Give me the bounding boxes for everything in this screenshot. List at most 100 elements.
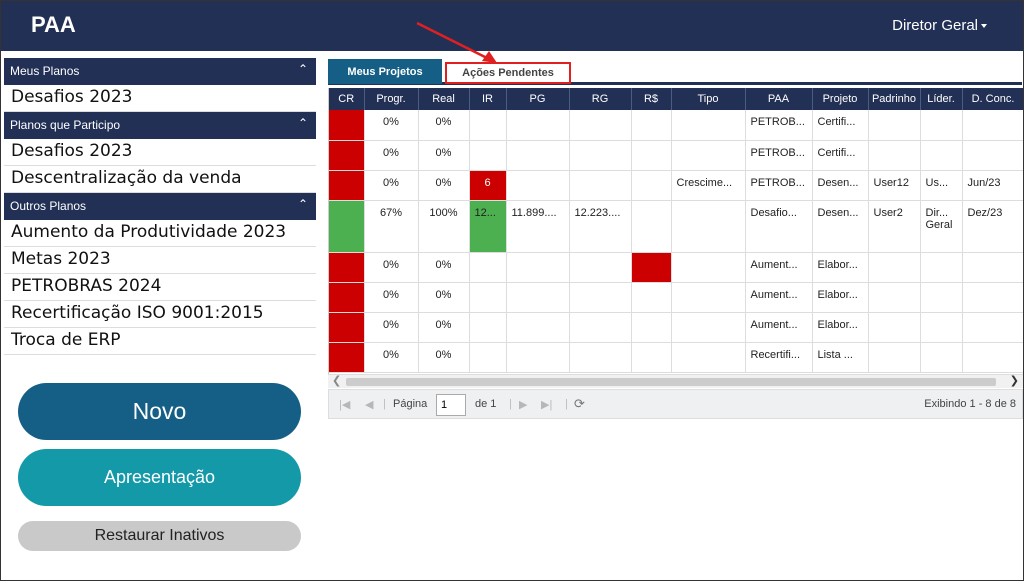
cr-status-cell xyxy=(329,312,365,343)
app-title: PAA xyxy=(31,12,76,37)
scroll-right-icon[interactable]: ❯ xyxy=(1009,374,1019,387)
collapse-icon[interactable]: ⌃ xyxy=(297,116,308,130)
restaurar-inativos-button[interactable]: Restaurar Inativos xyxy=(18,521,301,551)
cr-status-cell xyxy=(329,200,365,253)
cell-padrinho: User2 xyxy=(868,200,921,253)
column-header[interactable]: PG xyxy=(506,88,570,110)
cell-pg xyxy=(506,312,570,343)
cell-lider xyxy=(920,312,963,343)
page-input[interactable] xyxy=(436,394,466,416)
next-page-icon[interactable]: ▶ xyxy=(519,399,528,411)
sidebar-section-header[interactable]: Outros Planos ⌃ xyxy=(4,193,316,220)
cell-dconc xyxy=(962,312,1023,343)
tab-meus-projetos[interactable]: Meus Projetos xyxy=(328,59,442,84)
cell-real: 0% xyxy=(418,140,470,171)
last-page-icon[interactable]: ▶| xyxy=(541,399,553,411)
column-header[interactable]: Líder. xyxy=(920,88,963,110)
cell-tipo xyxy=(671,312,746,343)
cell-pg xyxy=(506,170,570,201)
collapse-icon[interactable]: ⌃ xyxy=(297,62,308,76)
rs-status-cell xyxy=(631,200,672,253)
cell-rg xyxy=(569,282,632,313)
cell-padrinho xyxy=(868,312,921,343)
cell-pg xyxy=(506,252,570,283)
sidebar: Meus Planos ⌃ Desafios 2023 Planos que Part… xyxy=(4,58,316,355)
table-row[interactable]: 67% 100% 12... 11.899.... 12.223.... Desafio.… xyxy=(329,200,1023,253)
cell-tipo xyxy=(671,342,746,373)
pager: |◀ ◀ | Página de 1 | ▶ ▶| | ⟳ Exibindo 1… xyxy=(328,389,1023,419)
sidebar-plan-item[interactable]: Metas 2023 xyxy=(4,247,316,274)
column-header[interactable]: R$ xyxy=(631,88,672,110)
column-header[interactable]: Tipo xyxy=(671,88,746,110)
column-header[interactable]: Padrinho xyxy=(868,88,921,110)
cell-tipo xyxy=(671,252,746,283)
table-row[interactable]: 0% 0% 6 Crescime... PETROB... Desen... User12 U… xyxy=(329,170,1023,201)
cr-status-cell xyxy=(329,282,365,313)
table-row[interactable]: 0% 0% Aument... Elabor... xyxy=(329,252,1023,283)
novo-button[interactable]: Novo xyxy=(18,383,301,440)
cell-padrinho xyxy=(868,110,921,141)
apresentacao-button[interactable]: Apresentação xyxy=(18,449,301,506)
cell-paa: PETROB... xyxy=(745,140,813,171)
grid-header-row: CR Progr. Real IR PG RG R$ Tipo PAA Projeto Padrin… xyxy=(329,88,1023,110)
user-menu[interactable]: Diretor Geral xyxy=(892,17,987,34)
top-bar: PAA Diretor Geral xyxy=(1,1,1023,51)
sidebar-section-title: Planos que Participo xyxy=(10,118,121,132)
scroll-left-icon[interactable]: ❮ xyxy=(332,374,342,387)
collapse-icon[interactable]: ⌃ xyxy=(297,197,308,211)
sidebar-plan-item[interactable]: Troca de ERP xyxy=(4,328,316,355)
first-page-icon[interactable]: |◀ xyxy=(339,399,351,411)
column-header[interactable]: Projeto xyxy=(812,88,869,110)
cell-padrinho xyxy=(868,140,921,171)
column-header[interactable]: RG xyxy=(569,88,632,110)
sidebar-plan-item[interactable]: PETROBRAS 2024 xyxy=(4,274,316,301)
cell-tipo: Crescime... xyxy=(671,170,746,201)
sidebar-plan-item[interactable]: Recertificação ISO 9001:2015 xyxy=(4,301,316,328)
column-header[interactable]: IR xyxy=(469,88,507,110)
sidebar-section-header[interactable]: Planos que Participo ⌃ xyxy=(4,112,316,139)
cell-rg xyxy=(569,252,632,283)
sidebar-section-header[interactable]: Meus Planos ⌃ xyxy=(4,58,316,85)
column-header[interactable]: Real xyxy=(418,88,470,110)
table-row[interactable]: 0% 0% PETROB... Certifi... xyxy=(329,140,1023,171)
sidebar-plan-item[interactable]: Descentralização da venda xyxy=(4,166,316,193)
cell-dconc xyxy=(962,252,1023,283)
cell-ir: 12... xyxy=(469,200,507,253)
cell-tipo xyxy=(671,200,746,253)
cell-real: 0% xyxy=(418,342,470,373)
sidebar-plan-item[interactable]: Desafios 2023 xyxy=(4,85,316,112)
cell-tipo xyxy=(671,282,746,313)
caret-down-icon xyxy=(981,24,987,29)
sidebar-plan-item[interactable]: Desafios 2023 xyxy=(4,139,316,166)
cell-paa: Aument... xyxy=(745,312,813,343)
horizontal-scrollbar[interactable]: ❮ ❯ xyxy=(328,374,1023,388)
cell-paa: PETROB... xyxy=(745,110,813,141)
tab-acoes-pendentes[interactable]: Ações Pendentes xyxy=(445,62,571,84)
cell-lider: Us... xyxy=(920,170,963,201)
cell-tipo xyxy=(671,140,746,171)
cr-status-cell xyxy=(329,170,365,201)
cell-dconc xyxy=(962,110,1023,141)
cell-progr: 0% xyxy=(364,252,419,283)
cell-paa: PETROB... xyxy=(745,170,813,201)
column-header[interactable]: PAA xyxy=(745,88,813,110)
cr-status-cell xyxy=(329,342,365,373)
cell-padrinho xyxy=(868,342,921,373)
table-row[interactable]: 0% 0% PETROB... Certifi... xyxy=(329,110,1023,141)
cell-rg xyxy=(569,110,632,141)
cell-rg: 12.223.... xyxy=(569,200,632,253)
prev-page-icon[interactable]: ◀ xyxy=(365,399,374,411)
cell-rg xyxy=(569,342,632,373)
scroll-thumb[interactable] xyxy=(346,378,996,386)
table-row[interactable]: 0% 0% Recertifi... Lista ... xyxy=(329,342,1023,373)
column-header[interactable]: D. Conc. xyxy=(962,88,1023,110)
table-row[interactable]: 0% 0% Aument... Elabor... xyxy=(329,282,1023,313)
table-row[interactable]: 0% 0% Aument... Elabor... xyxy=(329,312,1023,343)
column-header[interactable]: CR xyxy=(329,88,365,110)
cell-padrinho xyxy=(868,252,921,283)
cell-tipo xyxy=(671,110,746,141)
sidebar-plan-item[interactable]: Aumento da Produtividade 2023 xyxy=(4,220,316,247)
user-name: Diretor Geral xyxy=(892,17,978,34)
column-header[interactable]: Progr. xyxy=(364,88,419,110)
refresh-icon[interactable]: ⟳ xyxy=(574,396,585,411)
